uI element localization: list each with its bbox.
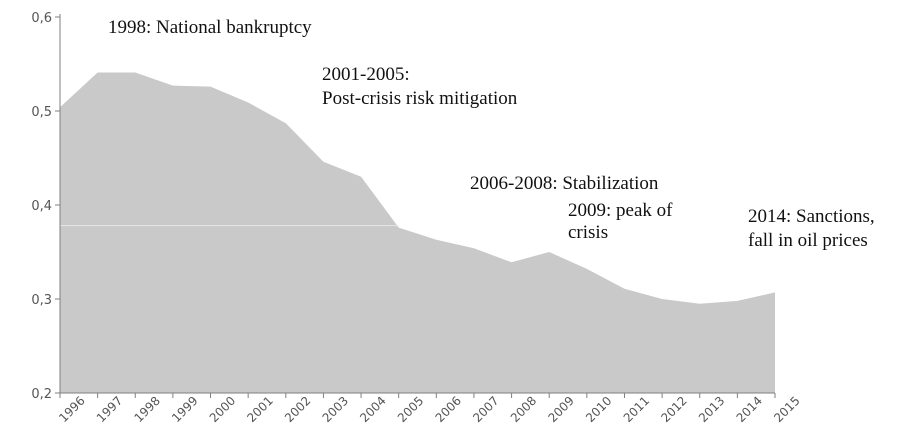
area-layer [60, 72, 775, 393]
x-tick-label: 2002 [282, 394, 313, 425]
annotation-2001: 2001-2005: Post-crisis risk mitigation [322, 64, 518, 109]
annotation-2006: 2006-2008: Stabilization [470, 173, 659, 194]
x-tick-label: 2010 [583, 394, 614, 425]
axis-layer [59, 14, 775, 394]
x-tick-label: 2011 [621, 394, 652, 425]
y-tick-label: 0,2 [31, 387, 52, 402]
x-tick-label: 2005 [395, 394, 426, 425]
annotation-2009: 2009: peak of crisis [568, 200, 673, 243]
x-tick-label: 2001 [244, 394, 275, 425]
x-tick-label: 2012 [658, 394, 689, 425]
x-tick-labels: 1996 1997 1998 1999 2000 2001 2002 2003 2004 2005… [56, 393, 803, 425]
annotation-2014: 2014: Sanctions, fall in oil prices [748, 206, 875, 251]
x-tick-label: 2003 [320, 394, 351, 425]
x-tick-label: 2008 [508, 394, 539, 425]
y-tick-label: 0,3 [31, 293, 52, 308]
y-tick-label: 0,5 [31, 105, 52, 120]
y-tick-labels: 0,2 0,3 0,4 0,5 0,6 [31, 11, 60, 402]
y-tick-label: 0,4 [31, 199, 52, 214]
x-tick-label: 2009 [545, 394, 576, 425]
x-tick-label: 2006 [433, 394, 464, 425]
x-tick-label: 2015 [771, 394, 802, 425]
y-tick-label: 0,6 [31, 11, 52, 26]
series-area [60, 72, 775, 393]
annotation-1998: 1998: National bankruptcy [108, 17, 312, 38]
x-tick-label: 1999 [169, 394, 200, 425]
x-tick-label: 1997 [94, 394, 125, 425]
x-tick-label: 2007 [470, 394, 501, 425]
x-tick-label: 2013 [696, 394, 727, 425]
x-tick-label: 1996 [56, 394, 87, 425]
x-tick-label: 1998 [131, 394, 162, 425]
x-tick-label: 2014 [734, 394, 765, 425]
x-tick-label: 2000 [207, 394, 238, 425]
x-tick-label: 2004 [357, 394, 388, 425]
annotations: 1998: National bankruptcy 2001-2005: Post-… [108, 17, 875, 251]
